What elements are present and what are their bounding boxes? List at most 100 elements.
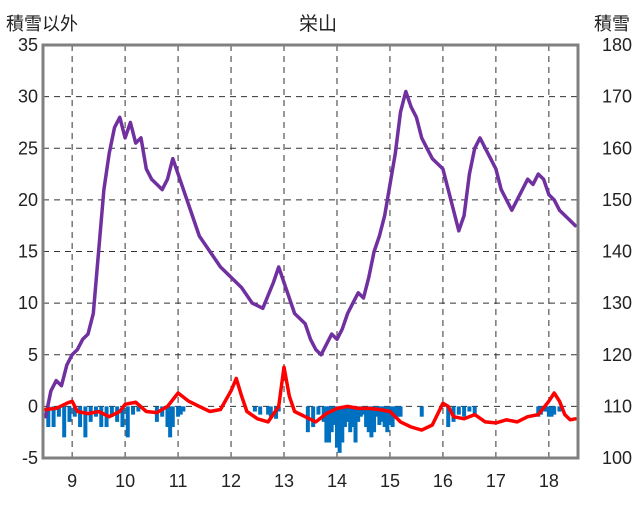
bar-mark: [395, 406, 400, 417]
bar-mark: [311, 406, 316, 428]
bar-mark: [176, 406, 181, 417]
bar-mark: [361, 406, 366, 415]
bar-mark: [467, 406, 472, 412]
bar-mark: [536, 406, 541, 417]
bar-mark: [366, 406, 371, 433]
right-tick-label: 130: [602, 293, 632, 313]
bar-mark: [168, 406, 173, 438]
line-series: [43, 89, 578, 432]
bar-mark: [51, 406, 56, 428]
bar-mark: [340, 406, 345, 443]
bar-mark: [356, 406, 361, 422]
left-tick-label: 30: [18, 87, 38, 107]
bar-mark: [385, 406, 390, 433]
bar-mark: [358, 406, 363, 417]
x-tick-label: 14: [327, 471, 347, 491]
bar-mark: [377, 406, 382, 425]
bar-mark: [546, 406, 551, 417]
right-tick-label: 120: [602, 345, 632, 365]
bar-mark: [62, 406, 67, 438]
bar-mark: [170, 406, 175, 428]
bar-mark: [419, 406, 424, 417]
bar-mark: [316, 406, 321, 415]
bar-mark: [345, 406, 350, 422]
plot-frame: [41, 43, 580, 460]
bar-mark: [324, 406, 329, 443]
bar-mark: [268, 406, 273, 417]
bar-mark: [446, 406, 451, 428]
bar-mark: [109, 406, 114, 417]
bar-mark: [382, 406, 387, 428]
bar-mark: [350, 406, 355, 428]
x-tick-label: 10: [115, 471, 135, 491]
bar-mark: [332, 406, 337, 425]
bar-mark: [327, 406, 332, 443]
left-tick-label: 10: [18, 293, 38, 313]
bar-mark: [353, 406, 358, 443]
right-tick-label: 170: [602, 87, 632, 107]
bar-mark: [258, 406, 263, 415]
bar-mark: [252, 406, 257, 412]
right-tick-label: 100: [602, 448, 632, 468]
left-tick-label: 5: [28, 345, 38, 365]
left-tick-label: 15: [18, 242, 38, 262]
bar-mark: [374, 406, 379, 417]
grid-lines: [43, 45, 578, 458]
x-tick-label: 15: [380, 471, 400, 491]
bar-mark: [552, 406, 557, 415]
bar-mark: [369, 406, 374, 438]
bar-mark: [181, 406, 186, 412]
bar-mark: [125, 406, 130, 438]
bar-mark: [120, 406, 125, 428]
x-tick-label: 11: [169, 471, 188, 491]
bar-mark: [99, 406, 104, 428]
x-tick-label: 17: [486, 471, 506, 491]
chart-title: 栄山: [299, 13, 337, 35]
tick-labels: 35 30 25 20 15 10 5 0 -5 180 170 160 150 140 130 120 110…: [18, 35, 632, 491]
bar-mark: [337, 406, 342, 453]
right-tick-label: 110: [603, 396, 632, 416]
bar-mark: [131, 406, 136, 415]
bar-mark: [83, 406, 88, 438]
bar-mark: [348, 406, 353, 433]
left-tick-label: 20: [18, 190, 38, 210]
left-axis-label: 積雪以外: [6, 14, 78, 34]
right-tick-label: 160: [602, 138, 632, 158]
bar-mark: [342, 406, 347, 428]
bar-mark: [160, 406, 165, 417]
bar-mark: [549, 406, 554, 417]
bar-mark: [72, 406, 77, 417]
bar-mark: [462, 406, 467, 417]
red-series-line: [43, 365, 578, 432]
left-tick-label: 35: [18, 35, 38, 55]
bar-mark: [266, 406, 271, 415]
bar-mark: [398, 406, 403, 417]
bar-mark: [372, 406, 377, 433]
bar-mark: [165, 406, 170, 428]
x-tick-label: 9: [67, 471, 77, 491]
bar-mark: [390, 406, 395, 428]
x-tick-label: 16: [433, 471, 453, 491]
bar-mark: [67, 406, 72, 422]
right-tick-label: 180: [602, 35, 632, 55]
bar-mark: [46, 406, 51, 428]
bar-mark: [456, 406, 461, 415]
right-tick-label: 140: [602, 242, 632, 262]
bar-mark: [178, 406, 183, 415]
bar-mark: [544, 406, 549, 412]
bar-mark: [393, 406, 398, 417]
bar-mark: [380, 406, 385, 422]
x-tick-label: 12: [221, 471, 241, 491]
bar-mark: [472, 406, 477, 415]
x-tick-label: 18: [539, 471, 559, 491]
right-axis-label: 積雪: [594, 14, 630, 34]
bar-mark: [557, 406, 562, 412]
left-tick-label: 25: [18, 138, 38, 158]
x-tick-label: 13: [274, 471, 294, 491]
bar-mark: [387, 406, 392, 425]
bar-mark: [56, 406, 61, 417]
bar-mark: [136, 406, 141, 412]
